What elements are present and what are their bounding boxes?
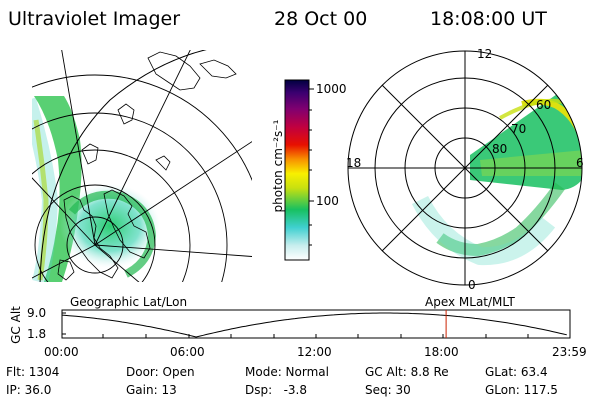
timeline-y-tick-high: 9.0	[27, 306, 47, 320]
colorbar-tick-100: 100	[316, 194, 339, 208]
mlat-label-60: 60	[536, 98, 552, 112]
timeline-x-tick-1200: 12:00	[297, 345, 332, 359]
mlt-label-12: 12	[477, 47, 493, 61]
polar-plot	[347, 50, 583, 286]
status-door: Door: Open	[126, 365, 195, 379]
colorbar-unit-label: photon cm⁻²s⁻¹	[271, 119, 285, 213]
instrument-title: Ultraviolet Imager	[8, 8, 181, 30]
header-date: 28 Oct 00	[274, 8, 368, 30]
mlat-label-80: 80	[492, 142, 508, 156]
status-gc-alt: GC Alt: 8.8 Re	[365, 365, 449, 379]
colorbar	[284, 79, 314, 261]
polar-panel-label: Apex MLat/MLT	[425, 295, 515, 309]
map-panel-label: Geographic Lat/Lon	[70, 295, 188, 309]
mlt-label-18: 18	[346, 156, 362, 170]
status-gain: Gain: 13	[126, 383, 177, 397]
timeline-y-tick-low: 1.8	[27, 327, 47, 341]
geographic-map	[32, 50, 252, 282]
mlt-label-6: 6	[576, 156, 584, 170]
colorbar-tick-1000: 1000	[316, 82, 347, 96]
timeline-x-tick-1800: 18:00	[424, 345, 459, 359]
status-flight: Flt: 1304	[6, 365, 60, 379]
status-seq: Seq: 30	[365, 383, 411, 397]
timeline-x-tick-2359: 23:59	[552, 345, 587, 359]
altitude-timeline	[61, 309, 571, 339]
mlat-label-70: 70	[511, 122, 527, 136]
header-time: 18:08:00 UT	[430, 8, 547, 30]
timeline-x-tick-0600: 06:00	[170, 345, 205, 359]
status-glon: GLon: 117.5	[485, 383, 558, 397]
status-mode: Mode: Normal	[245, 365, 329, 379]
timeline-y-label: GC Alt	[9, 306, 23, 344]
timeline-x-tick-0000: 00:00	[44, 345, 79, 359]
status-dsp: Dsp: -3.8	[245, 383, 308, 397]
status-glat: GLat: 63.4	[485, 365, 548, 379]
status-ip: IP: 36.0	[6, 383, 52, 397]
mlt-label-0: 0	[468, 278, 476, 292]
